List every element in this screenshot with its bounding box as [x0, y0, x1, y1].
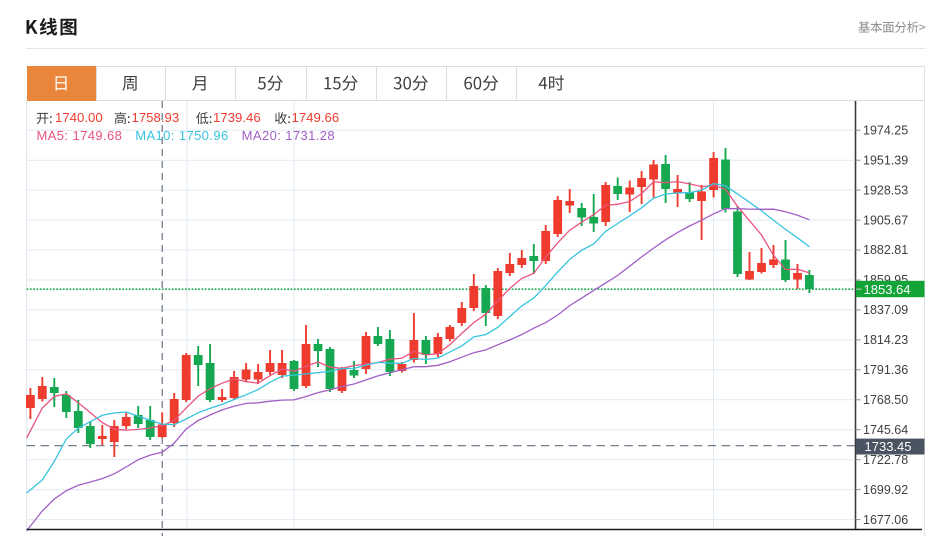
svg-text:1699.92: 1699.92: [863, 483, 908, 497]
svg-text:1974.25: 1974.25: [863, 123, 908, 137]
svg-text:1882.81: 1882.81: [863, 243, 908, 257]
svg-text:1928.53: 1928.53: [863, 183, 908, 197]
svg-text:1837.09: 1837.09: [863, 303, 908, 317]
svg-text:1733.45: 1733.45: [865, 439, 912, 454]
svg-text:1951.39: 1951.39: [863, 153, 908, 167]
svg-text:1853.64: 1853.64: [864, 282, 911, 297]
svg-text:1791.36: 1791.36: [863, 363, 908, 377]
svg-text:1814.23: 1814.23: [863, 333, 908, 347]
svg-text:1768.50: 1768.50: [863, 393, 908, 407]
svg-text:1745.64: 1745.64: [863, 423, 908, 437]
svg-text:1722.78: 1722.78: [863, 453, 908, 467]
svg-text:1677.06: 1677.06: [863, 513, 908, 527]
svg-text:1905.67: 1905.67: [863, 213, 908, 227]
